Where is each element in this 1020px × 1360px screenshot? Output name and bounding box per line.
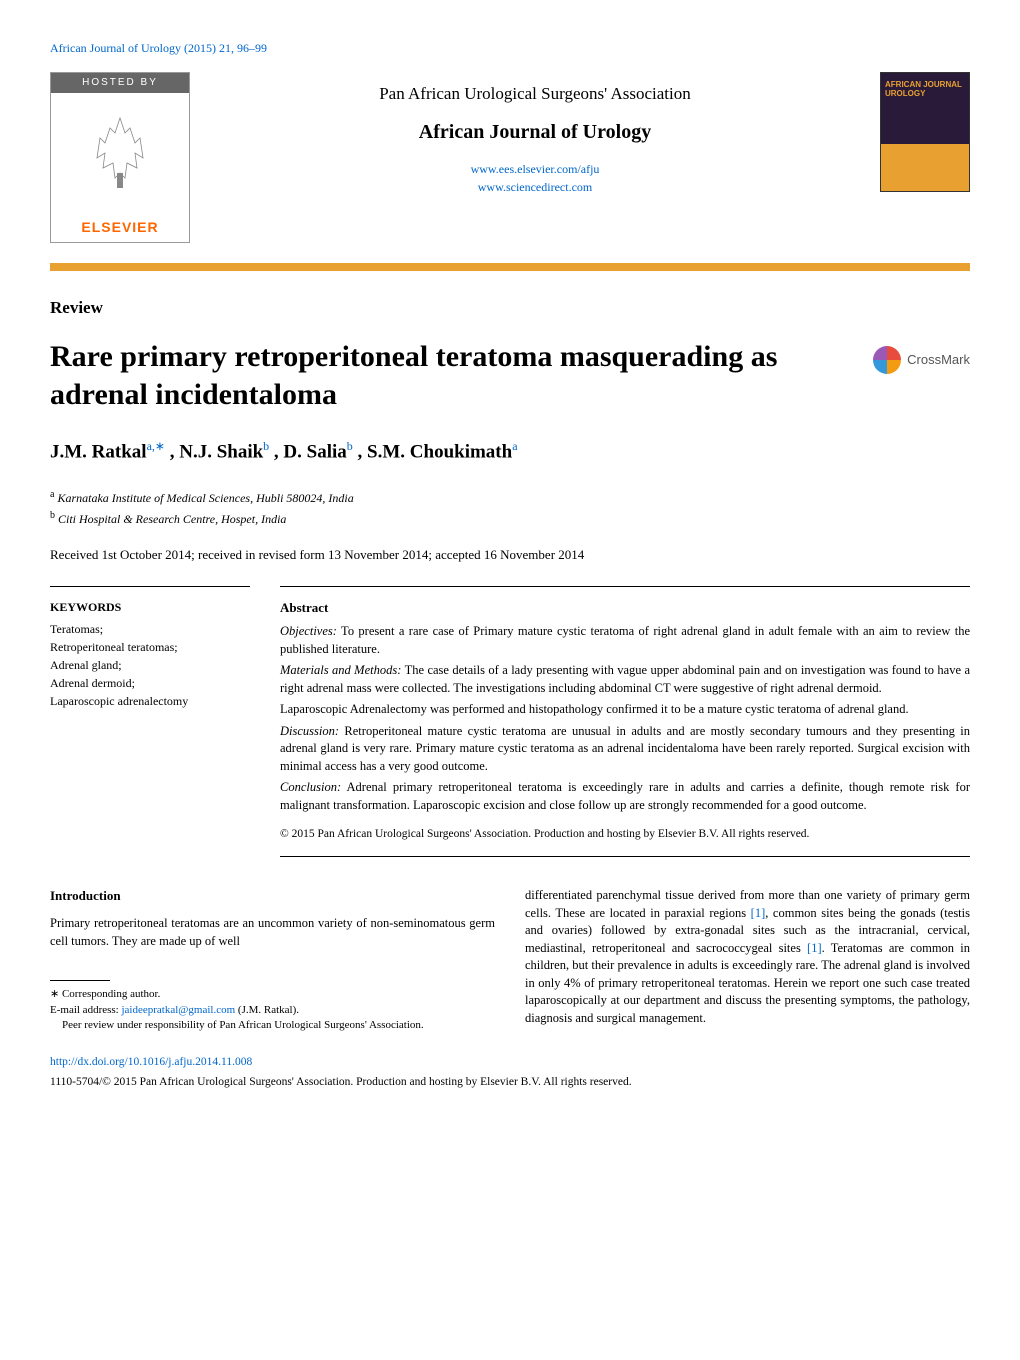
abstract-methods: Materials and Methods: The case details … — [280, 662, 970, 697]
author-1: J.M. Ratkal — [50, 442, 147, 463]
body-two-columns: Introduction Primary retroperitoneal ter… — [50, 887, 970, 1033]
masthead: HOSTED BY ELSEVIER Pan African Urologica… — [50, 72, 970, 244]
introduction-heading: Introduction — [50, 887, 495, 905]
crossmark-badge[interactable]: CrossMark — [873, 346, 970, 374]
publisher-label: ELSEVIER — [51, 213, 189, 243]
journal-name: African Journal of Urology — [210, 118, 860, 146]
author-2-affil: b — [263, 439, 269, 453]
journal-link-1[interactable]: www.ees.elsevier.com/afju — [210, 161, 860, 178]
title-row: Rare primary retroperitoneal teratoma ma… — [50, 338, 970, 413]
introduction-p2: differentiated parenchymal tissue derive… — [525, 887, 970, 1027]
keywords-column: KEYWORDS Teratomas; Retroperitoneal tera… — [50, 586, 250, 857]
bottom-copyright: 1110-5704/© 2015 Pan African Urological … — [50, 1074, 970, 1090]
author-1-affil: a,∗ — [147, 439, 165, 453]
abstract-discussion: Discussion: Retroperitoneal mature cysti… — [280, 723, 970, 776]
corresponding-author-note: ∗ Corresponding author. — [50, 987, 495, 1002]
affiliations: a Karnataka Institute of Medical Science… — [50, 488, 970, 528]
abstract-copyright: © 2015 Pan African Urological Surgeons' … — [280, 826, 970, 842]
author-2: , N.J. Shaik — [170, 442, 263, 463]
author-email[interactable]: jaideepratkal@gmail.com — [121, 1004, 235, 1016]
cover-title-text: AFRICAN JOURNAL UROLOGY — [881, 73, 969, 107]
footnote-divider — [50, 980, 110, 981]
affiliation-b: b Citi Hospital & Research Centre, Hospe… — [50, 509, 970, 528]
footnotes: ∗ Corresponding author. E-mail address: … — [50, 987, 495, 1033]
gold-divider-bar — [50, 263, 970, 271]
keywords-heading: KEYWORDS — [50, 599, 250, 616]
received-dates: Received 1st October 2014; received in r… — [50, 546, 970, 564]
hosted-by-box: HOSTED BY ELSEVIER — [50, 72, 190, 244]
author-4-affil: a — [512, 439, 517, 453]
abstract-heading: Abstract — [280, 599, 970, 617]
doi-link[interactable]: http://dx.doi.org/10.1016/j.afju.2014.11… — [50, 1054, 970, 1070]
journal-links: www.ees.elsevier.com/afju www.sciencedir… — [210, 161, 860, 197]
article-type-label: Review — [50, 296, 970, 320]
author-4: , S.M. Choukimath — [358, 442, 513, 463]
email-line: E-mail address: jaideepratkal@gmail.com … — [50, 1003, 495, 1018]
abstract-methods-2: Laparoscopic Adrenalectomy was performed… — [280, 701, 970, 719]
masthead-center: Pan African Urological Surgeons' Associa… — [210, 72, 860, 198]
association-name: Pan African Urological Surgeons' Associa… — [210, 82, 860, 106]
abstract-column: Abstract Objectives: To present a rare c… — [280, 586, 970, 857]
peer-review-note: Peer review under responsibility of Pan … — [50, 1018, 495, 1033]
journal-cover-thumbnail: AFRICAN JOURNAL UROLOGY — [880, 72, 970, 192]
keywords-list: Teratomas; Retroperitoneal teratomas; Ad… — [50, 620, 250, 710]
authors-line: J.M. Ratkala,∗ , N.J. Shaikb , D. Saliab… — [50, 438, 970, 466]
crossmark-icon — [873, 346, 901, 374]
reference-link-2[interactable]: [1] — [807, 941, 822, 955]
keywords-abstract-block: KEYWORDS Teratomas; Retroperitoneal tera… — [50, 586, 970, 857]
author-3: , D. Salia — [274, 442, 347, 463]
article-title: Rare primary retroperitoneal teratoma ma… — [50, 338, 873, 413]
introduction-p1: Primary retroperitoneal teratomas are an… — [50, 915, 495, 950]
abstract-objectives: Objectives: To present a rare case of Pr… — [280, 623, 970, 658]
right-body-column: differentiated parenchymal tissue derive… — [525, 887, 970, 1033]
elsevier-tree-icon — [51, 93, 189, 213]
journal-link-2[interactable]: www.sciencedirect.com — [210, 179, 860, 196]
author-3-affil: b — [347, 439, 353, 453]
crossmark-label: CrossMark — [907, 351, 970, 369]
top-citation: African Journal of Urology (2015) 21, 96… — [50, 40, 970, 57]
abstract-conclusion: Conclusion: Adrenal primary retroperiton… — [280, 779, 970, 814]
hosted-by-label: HOSTED BY — [51, 73, 189, 93]
affiliation-a: a Karnataka Institute of Medical Science… — [50, 488, 970, 507]
left-body-column: Introduction Primary retroperitoneal ter… — [50, 887, 495, 1033]
reference-link-1[interactable]: [1] — [751, 906, 766, 920]
